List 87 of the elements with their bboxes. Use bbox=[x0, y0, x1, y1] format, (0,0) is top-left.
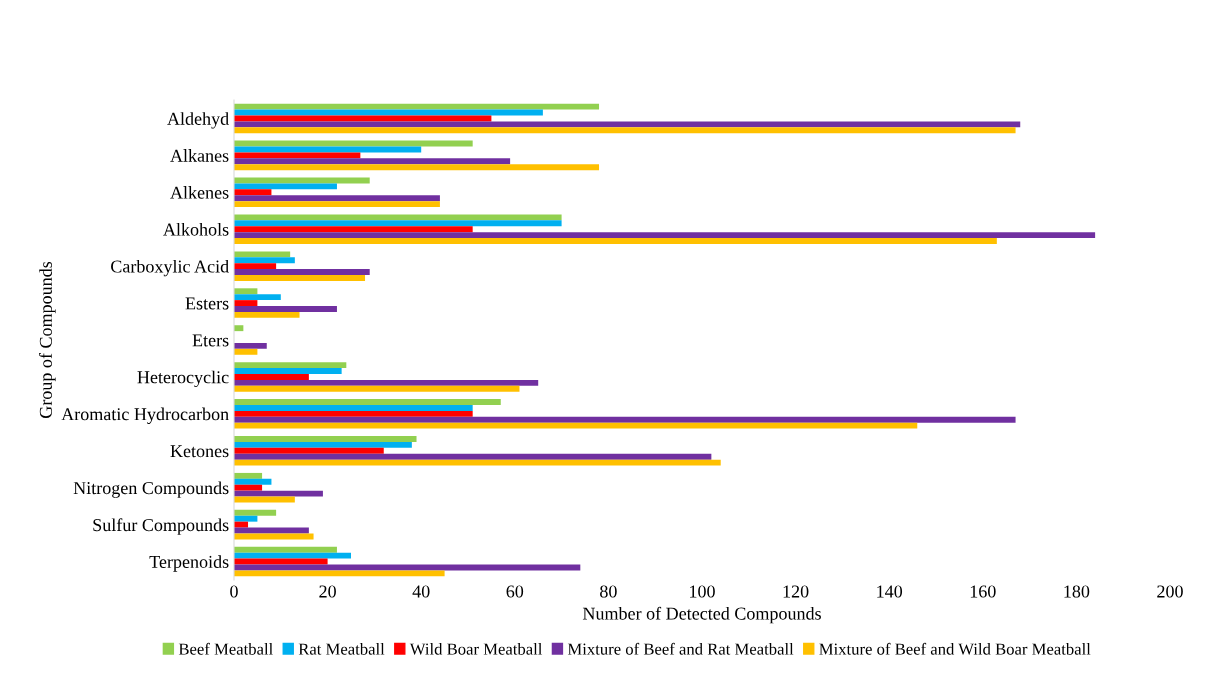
bar bbox=[234, 121, 1021, 128]
bar bbox=[234, 447, 384, 454]
bar bbox=[234, 521, 249, 528]
bar bbox=[234, 288, 258, 295]
y-tick-label: Nitrogen Compounds bbox=[73, 481, 229, 498]
x-tick-label: 160 bbox=[970, 585, 996, 598]
bar bbox=[234, 422, 918, 429]
x-tick-label: 80 bbox=[600, 585, 617, 598]
bar bbox=[234, 348, 258, 355]
y-tick-label: Carboxylic Acid bbox=[111, 259, 229, 277]
y-tick-label: Alkohols bbox=[163, 222, 229, 236]
x-tick-label: 20 bbox=[319, 585, 336, 598]
bar bbox=[234, 362, 347, 369]
x-tick-label: 0 bbox=[230, 585, 238, 598]
x-tick-label: 140 bbox=[877, 585, 903, 598]
bar bbox=[234, 472, 263, 479]
bar bbox=[234, 103, 600, 110]
legend-label: Mixture of Beef and Rat Meatball bbox=[567, 642, 794, 655]
y-tick-label: Ketones bbox=[170, 445, 229, 458]
bar bbox=[234, 158, 511, 165]
bar bbox=[234, 546, 337, 553]
x-tick-label: 200 bbox=[1157, 585, 1183, 598]
bar bbox=[234, 140, 473, 147]
bar bbox=[234, 189, 272, 196]
bar bbox=[234, 164, 600, 171]
bar bbox=[234, 263, 277, 270]
bar bbox=[234, 459, 721, 466]
bar bbox=[234, 373, 309, 380]
y-tick-label: Aromatic Hydrocarbon bbox=[61, 407, 229, 425]
bar bbox=[234, 294, 281, 301]
bar bbox=[234, 379, 539, 386]
bar bbox=[234, 195, 440, 202]
x-tick-label: 100 bbox=[690, 585, 715, 598]
bar bbox=[234, 490, 323, 497]
bar bbox=[234, 368, 342, 374]
bar bbox=[234, 109, 543, 116]
bar bbox=[234, 183, 337, 190]
bar bbox=[234, 484, 263, 491]
x-tick-label: 120 bbox=[783, 585, 809, 598]
bar bbox=[234, 570, 445, 577]
bar bbox=[234, 478, 272, 485]
bar bbox=[234, 509, 277, 516]
bar bbox=[234, 410, 473, 417]
bar bbox=[234, 552, 351, 559]
bar bbox=[234, 220, 562, 227]
bar bbox=[234, 238, 997, 244]
bar bbox=[234, 515, 258, 522]
bar bbox=[234, 152, 361, 159]
bar bbox=[234, 257, 295, 264]
bar bbox=[234, 311, 300, 318]
x-tick-label: 180 bbox=[1064, 585, 1090, 598]
legend-label: Wild Boar Meatball bbox=[409, 643, 543, 655]
bar bbox=[234, 306, 337, 312]
bar bbox=[234, 275, 366, 281]
bar bbox=[234, 564, 581, 571]
bar bbox=[234, 385, 520, 392]
bar bbox=[234, 404, 473, 411]
bar bbox=[234, 416, 1016, 423]
y-tick-label: Sulfur Compounds bbox=[93, 518, 229, 535]
bar bbox=[234, 453, 712, 460]
bar bbox=[234, 533, 314, 540]
y-tick-label: Aldehyd bbox=[167, 112, 229, 129]
x-tick-label: 40 bbox=[412, 585, 430, 598]
bar bbox=[234, 251, 291, 258]
y-tick-label: Terpenoids bbox=[149, 555, 229, 572]
bar bbox=[234, 436, 417, 442]
bar bbox=[234, 127, 1016, 134]
y-tick-label: Alkenes bbox=[170, 186, 229, 199]
bar bbox=[234, 214, 562, 221]
bar bbox=[234, 399, 501, 405]
x-axis-title: Number of Detected Compounds bbox=[582, 606, 821, 624]
y-tick-label: Eters bbox=[192, 334, 229, 347]
legend-label: Beef Meatball bbox=[178, 642, 273, 655]
bar bbox=[234, 300, 258, 307]
bar bbox=[234, 342, 267, 349]
legend-label: Rat Meatball bbox=[298, 643, 385, 655]
bar bbox=[234, 232, 1096, 239]
y-tick-label: Alkanes bbox=[170, 149, 229, 162]
y-tick-label: Heterocyclic bbox=[137, 370, 229, 388]
bar bbox=[234, 226, 473, 233]
legend-label: Mixture of Beef and Wild Boar Meatball bbox=[819, 642, 1091, 655]
bar bbox=[234, 201, 440, 208]
y-axis-title: Group of Compounds bbox=[39, 261, 56, 418]
bar bbox=[234, 441, 412, 448]
bar bbox=[234, 269, 370, 276]
y-tick-label: Esters bbox=[185, 297, 229, 310]
x-tick-label: 60 bbox=[506, 585, 524, 598]
